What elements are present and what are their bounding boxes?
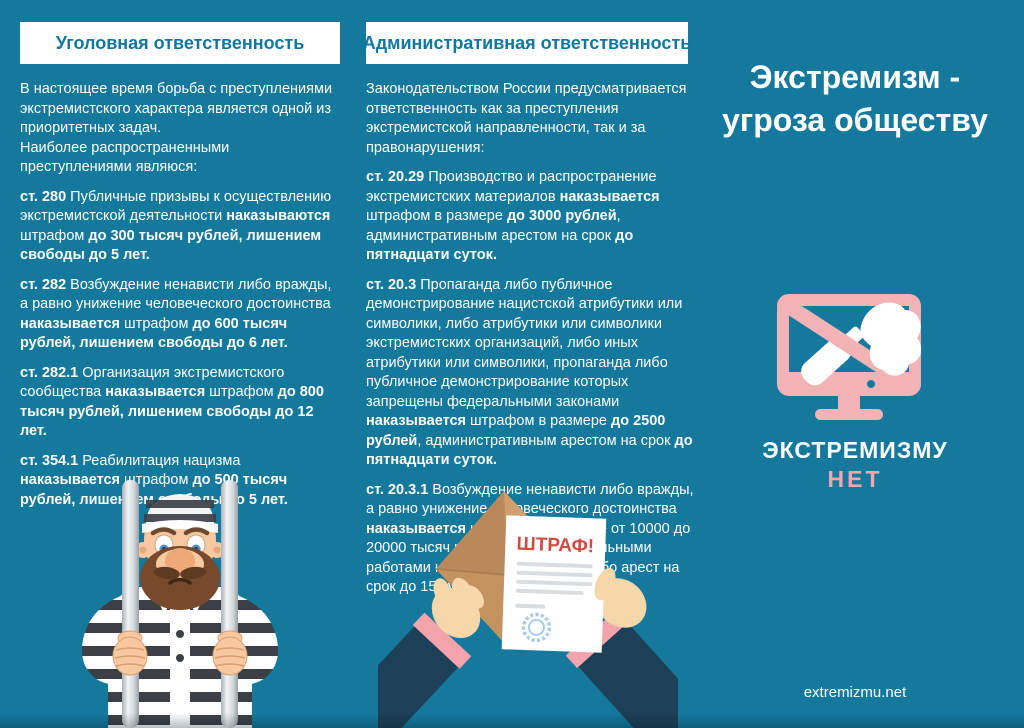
monitor-button xyxy=(867,380,875,388)
prisoner-beard xyxy=(140,546,220,610)
fine-document: ШТРАФ! xyxy=(501,515,607,653)
prisoner-hand-right xyxy=(212,630,248,676)
left-hand xyxy=(431,577,484,639)
frown-mouth xyxy=(168,577,192,585)
criminal-liability-text-column: В настоящее время борьба с преступлениям… xyxy=(20,80,338,520)
paragraph-article-282-1: ст. 282.1 Организация экстремистского со… xyxy=(20,364,324,440)
right-thumb xyxy=(594,567,616,601)
document-seal xyxy=(521,612,552,643)
fine-title: ШТРАФ! xyxy=(516,534,594,558)
website-url: extremizmu.net xyxy=(803,684,907,701)
criminal-liability-header-label: Уголовная ответственность xyxy=(55,32,305,53)
brochure-title: Экстремизм - угроза обществу xyxy=(700,56,1010,142)
striped-cap xyxy=(142,494,218,533)
page-bottom-shadow xyxy=(0,713,1024,728)
criminal-liability-header: Уголовная ответственность xyxy=(20,22,340,64)
shirt-button xyxy=(176,630,184,638)
document-text-lines xyxy=(515,561,593,609)
hands-holding-fine-letter-illustration: ШТРАФ! xyxy=(378,491,678,728)
paragraph-article-20-29: ст. 20.29 Производство и распространение… xyxy=(366,169,660,263)
paragraph-article-280: ст. 280 Публичные призывы к осуществлени… xyxy=(20,188,332,264)
brochure-title-line1: Экстремизм - xyxy=(749,59,961,95)
administrative-liability-header-label: Административная ответственность xyxy=(362,32,692,53)
brochure-title-line2: угроза обществу xyxy=(722,102,988,138)
no-extremism-logo: ЭКСТРЕМИЗМУ НЕТ xyxy=(700,292,1010,493)
paragraph-article-20-3: ст. 20.3 Пропаганда либо публичное демон… xyxy=(366,276,693,469)
paragraph-intro: Законодательством России предусматривает… xyxy=(366,81,687,156)
prisoner-behind-bars-illustration xyxy=(81,480,279,728)
logo-text-no: НЕТ xyxy=(827,466,883,492)
administrative-liability-header: Административная ответственность xyxy=(363,22,691,64)
crossed-out-molotov-on-monitor-icon xyxy=(777,294,922,420)
logo-text-extremism: ЭКСТРЕМИЗМУ xyxy=(762,437,948,463)
prohibition-stripe xyxy=(777,294,921,396)
prisoner-hand-left xyxy=(112,630,148,676)
cloth-wick xyxy=(860,302,922,376)
paragraph-intro: В настоящее время борьба с преступлениям… xyxy=(20,81,333,175)
left-arm-sleeve xyxy=(378,612,472,728)
jail-bar xyxy=(122,480,139,728)
administrative-liability-text-column: Законодательством России предусматривает… xyxy=(366,80,694,608)
paragraph-article-282: ст. 282 Возбуждение ненависти либо вражд… xyxy=(20,276,332,352)
shirt-button xyxy=(176,654,184,662)
jail-bar xyxy=(221,480,238,728)
